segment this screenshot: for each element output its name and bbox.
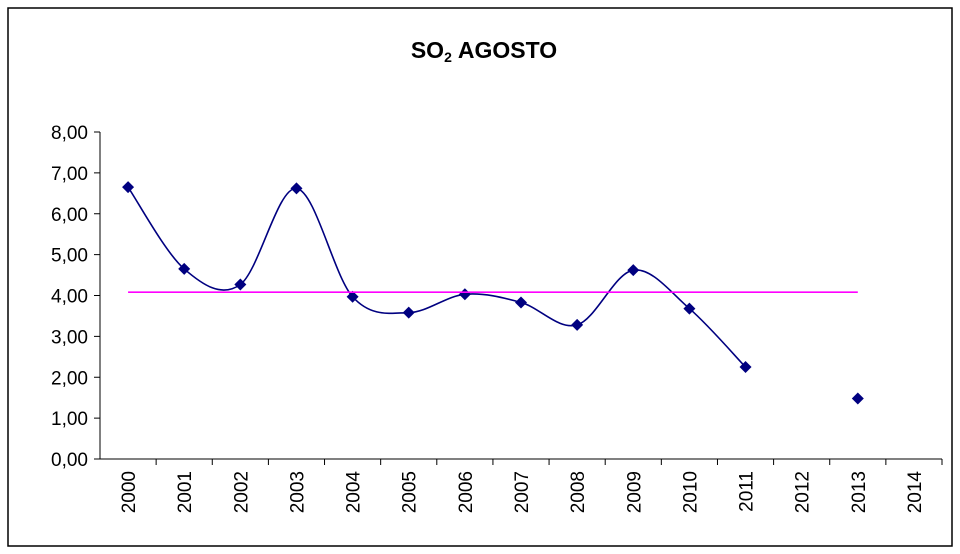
data-point — [290, 182, 303, 195]
title-part: SO — [411, 37, 444, 63]
chart-title: SO2 AGOSTO — [411, 37, 557, 65]
data-point — [458, 288, 471, 301]
x-tick-label: 2008 — [568, 471, 589, 513]
y-tick-label: 4,00 — [51, 287, 88, 308]
x-tick-label: 2003 — [287, 471, 308, 513]
data-point — [178, 262, 191, 275]
y-tick-label: 1,00 — [51, 409, 88, 430]
x-tick-label: 2007 — [512, 471, 533, 513]
y-tick-label: 8,00 — [51, 123, 88, 144]
data-point — [346, 290, 359, 303]
x-tick-label: 2010 — [680, 471, 701, 513]
data-point — [515, 296, 527, 309]
x-tick-label: 2002 — [231, 471, 252, 513]
data-point — [402, 306, 415, 319]
data-point — [234, 278, 247, 291]
title-part: AGOSTO — [458, 37, 557, 63]
x-tick-label: 2011 — [737, 471, 758, 512]
x-tick-label: 2001 — [175, 471, 196, 513]
y-tick-label: 3,00 — [51, 327, 88, 348]
y-tick-label: 6,00 — [51, 205, 88, 226]
data-point — [851, 392, 864, 405]
x-tick-label: 2014 — [905, 471, 926, 514]
y-tick-label: 7,00 — [51, 164, 88, 185]
chart-border — [7, 7, 953, 547]
x-tick-label: 2004 — [344, 471, 365, 514]
x-tick-label: 2012 — [793, 471, 814, 513]
data-point — [571, 318, 584, 331]
data-point — [627, 264, 640, 277]
title-subscript: 2 — [444, 49, 452, 65]
y-tick-label: 5,00 — [51, 246, 88, 267]
y-tick-label: 0,00 — [51, 450, 88, 471]
data-point — [122, 181, 135, 194]
x-tick-label: 2000 — [119, 471, 140, 513]
x-tick-label: 2009 — [624, 471, 645, 513]
x-tick-label: 2013 — [849, 471, 870, 513]
data-point — [683, 302, 696, 315]
x-tick-label: 2006 — [456, 471, 477, 513]
data-point — [739, 361, 752, 374]
y-tick-label: 2,00 — [51, 368, 88, 389]
x-tick-label: 2005 — [400, 471, 421, 513]
